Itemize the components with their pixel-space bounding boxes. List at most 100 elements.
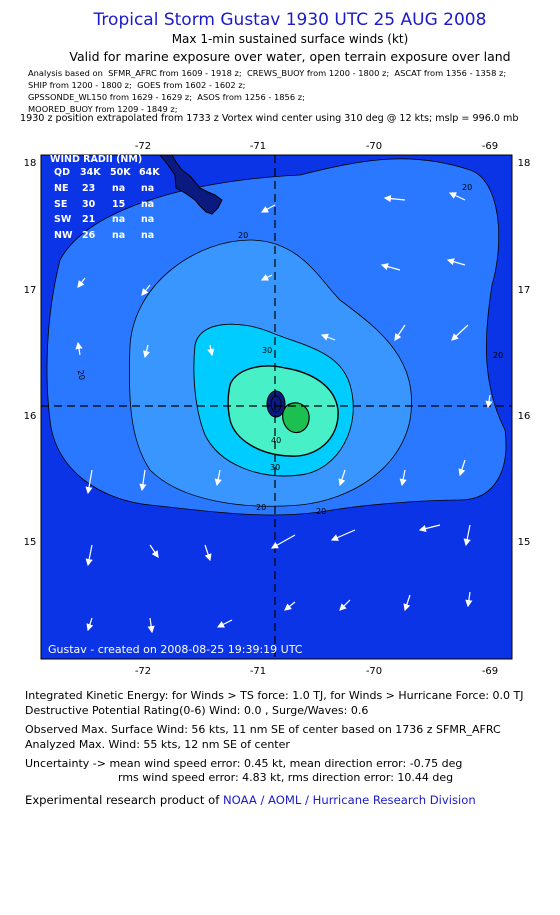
lat-tick-label: 16 — [518, 411, 531, 422]
map-subtitle: Max 1-min sustained surface winds (kt) — [171, 32, 409, 46]
product-prefix: Experimental research product of — [25, 793, 220, 807]
wind-arrow — [147, 617, 155, 634]
uncertainty-line: Uncertainty -> mean wind speed error: 0.… — [25, 757, 463, 770]
wind-arrow — [451, 324, 469, 341]
radii-value: na — [141, 183, 154, 194]
wind-arrow — [139, 469, 147, 492]
lon-tick-label: -69 — [482, 666, 498, 677]
hrd-link[interactable]: NOAA / AOML / Hurricane Research Divisio… — [222, 793, 476, 807]
wind-arrow — [330, 529, 356, 541]
wind-arrow — [270, 534, 296, 549]
wind-arrow — [338, 469, 346, 487]
radii-quadrant: NE — [54, 183, 68, 194]
wind-arrow — [458, 459, 466, 477]
dpr-line: Destructive Potential Rating(0-6) Wind: … — [25, 704, 369, 717]
wind-arrow — [260, 204, 276, 213]
analysis-line: MOORED_BUOY from 1209 - 1849 z; — [28, 104, 178, 114]
eye-contour — [270, 395, 282, 413]
analyzed-wind-line: Analyzed Max. Wind: 55 kts, 12 nm SE of … — [25, 738, 290, 751]
wind-arrow — [260, 274, 273, 281]
wind-radii-table: WIND RADII (NM) QD 34K 50K 64K NE 23 na … — [50, 154, 160, 241]
wind-arrow — [446, 258, 466, 266]
wind-arrow — [339, 599, 351, 611]
lon-tick-label: -72 — [135, 141, 151, 152]
radii-value: 15 — [112, 199, 125, 210]
lat-tick-label: 18 — [518, 158, 531, 169]
contour-label: 20 — [76, 369, 87, 381]
radii-value: na — [112, 214, 125, 225]
wind-arrow — [418, 524, 441, 533]
wind-arrow — [149, 544, 159, 558]
contour-label: 20 — [493, 351, 503, 360]
ike-line: Integrated Kinetic Energy: for Winds > T… — [25, 689, 524, 702]
radii-quadrant: NW — [54, 230, 73, 241]
lon-tick-label: -70 — [366, 141, 382, 152]
contour-label: 20 — [462, 183, 472, 192]
rms-line: rms wind speed error: 4.83 kt, rms direc… — [118, 771, 454, 784]
contour-label: 30 — [270, 463, 280, 472]
lat-tick-label: 17 — [518, 285, 531, 296]
lat-ticks-left: 18 17 16 15 — [24, 158, 37, 548]
wind-arrow — [485, 394, 493, 409]
contour-band-core — [282, 402, 310, 434]
extrapolation-note: 1930 z position extrapolated from 1733 z… — [20, 113, 519, 124]
radii-value: na — [141, 199, 154, 210]
radii-value: na — [112, 230, 125, 241]
wind-arrow — [142, 344, 150, 359]
wind-arrow — [214, 469, 222, 487]
radii-value: 23 — [82, 183, 95, 194]
land-hispaniola — [159, 155, 223, 215]
wind-arrow — [448, 192, 466, 201]
wind-arrow — [394, 324, 406, 341]
contour-label: 20 — [256, 503, 266, 512]
wind-arrow — [77, 277, 86, 288]
wind-arrow — [75, 341, 83, 356]
analysis-line: SHIP from 1200 - 1800 z; GOES from 1602 … — [28, 80, 246, 90]
product-credit: Experimental research product of NOAA / … — [25, 793, 476, 807]
radii-value: 30 — [82, 199, 96, 210]
lat-tick-label: 16 — [24, 411, 37, 422]
lon-tick-label: -70 — [366, 666, 382, 677]
contour-label: 20 — [238, 231, 248, 240]
lon-ticks-bottom: -72 -71 -70 -69 — [135, 666, 498, 677]
wind-arrow — [403, 594, 411, 612]
contour-label: 30 — [262, 346, 272, 355]
contour-labels: 20 20 20 20 20 20 30 30 40 — [76, 183, 503, 516]
wind-arrow — [465, 591, 473, 608]
lat-tick-label: 15 — [518, 537, 531, 548]
radii-header-64k: 64K — [139, 167, 160, 178]
wind-vectors — [75, 192, 493, 634]
observed-wind-line: Observed Max. Surface Wind: 56 kts, 11 n… — [25, 723, 501, 736]
radii-header-qd: QD — [54, 167, 70, 178]
lon-tick-label: -71 — [250, 141, 266, 152]
wind-arrow — [216, 619, 233, 628]
valid-note: Valid for marine exposure over water, op… — [69, 49, 511, 64]
radii-quadrant: SW — [54, 214, 72, 225]
contour-label: 20 — [316, 507, 326, 516]
analysis-line: Analysis based on SFMR_AFRC from 1609 - … — [28, 68, 507, 78]
wind-arrow — [85, 544, 93, 567]
lat-tick-label: 17 — [24, 285, 37, 296]
lon-tick-label: -71 — [250, 666, 266, 677]
radii-value: 21 — [82, 214, 95, 225]
wind-arrow — [207, 344, 215, 357]
wind-arrow — [284, 601, 296, 611]
lon-ticks-top: -72 -71 -70 -69 — [135, 141, 498, 152]
analysis-sources: Analysis based on SFMR_AFRC from 1609 - … — [28, 67, 506, 115]
lat-tick-label: 15 — [24, 537, 37, 548]
wind-arrow — [320, 333, 336, 341]
wind-radii-title: WIND RADII (NM) — [50, 154, 142, 165]
wind-arrow — [141, 284, 151, 296]
wind-arrow — [86, 617, 94, 632]
lon-tick-label: -72 — [135, 666, 151, 677]
lat-ticks-right: 18 17 16 15 — [518, 158, 531, 548]
wind-arrow — [463, 524, 471, 547]
wind-arrow — [204, 544, 212, 562]
lat-tick-label: 18 — [24, 158, 37, 169]
wind-arrow — [380, 263, 401, 271]
wind-arrow — [399, 469, 407, 487]
radii-value: 26 — [82, 230, 96, 241]
lon-tick-label: -69 — [482, 141, 498, 152]
radii-value: na — [141, 214, 154, 225]
